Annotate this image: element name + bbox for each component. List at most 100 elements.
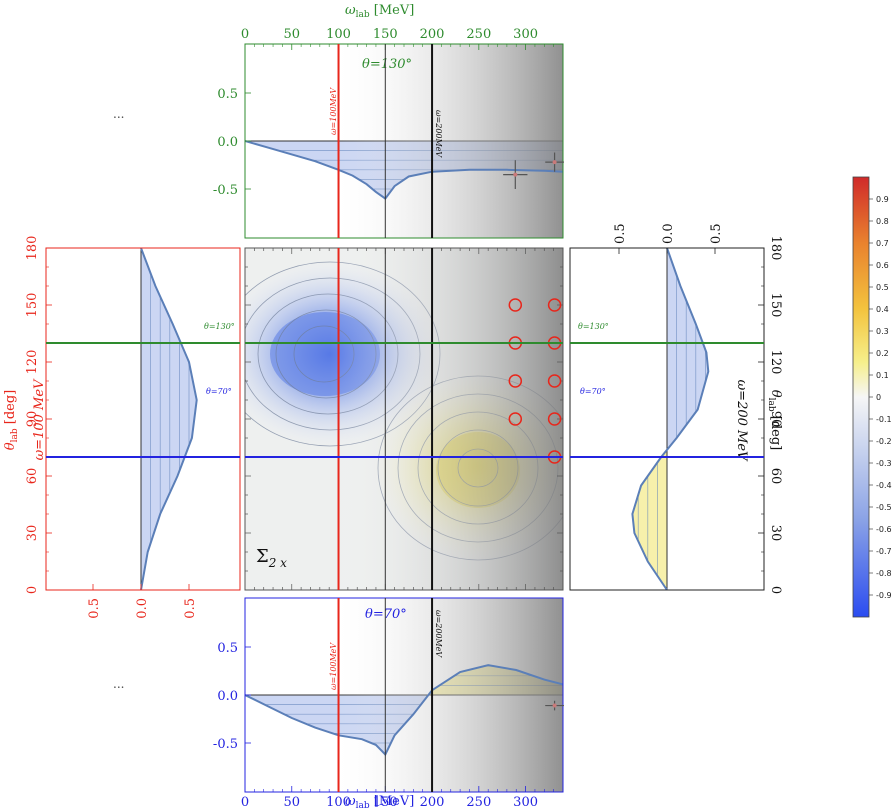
ellipsis-top: ... xyxy=(113,107,124,121)
right-theta70-label: θ=70° xyxy=(580,387,606,396)
bottom-axes: 0 50 100 150 200 250 300 0.5 0.0 -0.5 xyxy=(213,641,564,809)
data-marker-circle xyxy=(508,298,523,312)
left-ytick-label: 180 xyxy=(25,236,40,261)
left-yaxis-title: θlab [deg] xyxy=(3,390,20,450)
top-xtick-label: 250 xyxy=(466,27,491,42)
colorbar-tick-label: 0 xyxy=(876,393,881,402)
left-ytick-label: 150 xyxy=(25,293,40,318)
top-shading xyxy=(330,44,563,238)
bottom-curve xyxy=(245,664,563,757)
top-xtick-label: 150 xyxy=(373,27,398,42)
right-xtick-label: 0.0 xyxy=(661,223,676,244)
right-hatch-lines xyxy=(637,248,706,590)
cut-lines xyxy=(46,44,764,792)
top-ytick-label: 0.0 xyxy=(217,135,238,150)
high-energy-shading xyxy=(330,248,563,590)
right-ytick-label: 120 xyxy=(768,350,783,375)
right-curve-fill-positive xyxy=(632,449,667,590)
colorbar-tick-label: 0.5 xyxy=(876,283,889,292)
left-ytick-label: 0 xyxy=(25,586,40,594)
top-data-point xyxy=(513,172,518,177)
left-hatch-lines xyxy=(140,248,190,590)
left-theta70-label: θ=70° xyxy=(206,387,232,396)
panel-right-omega200: 0 30 60 90 120 150 180 0.5 0.0 0.5 ω=200 MeV θlab… xyxy=(569,223,783,594)
bottom-xtick-label: 200 xyxy=(420,795,445,809)
top-theta-label: θ=130° xyxy=(362,57,412,72)
bottom-data-point xyxy=(552,703,557,708)
left-curve xyxy=(140,247,198,591)
data-marker-circle xyxy=(508,374,523,388)
colorbar-tick-label: -0.4 xyxy=(876,481,892,490)
bottom-ytick-label: 0.5 xyxy=(217,641,238,656)
bottom-xtick-label: 0 xyxy=(241,795,249,809)
colorbar-tick-label: 0.8 xyxy=(876,217,889,226)
data-marker-circle xyxy=(547,412,562,426)
top-omega200-label: ω=200MeV xyxy=(434,110,443,158)
colorbar-tick-label: 0.2 xyxy=(876,349,889,358)
colorbar-tick-label: -0.9 xyxy=(876,591,892,600)
right-axes: 0 30 60 90 120 150 180 0.5 0.0 0.5 xyxy=(613,223,783,594)
right-ytick-label: 30 xyxy=(768,525,783,542)
top-xtick-label: 0 xyxy=(241,27,249,42)
right-ytick-label: 150 xyxy=(768,293,783,318)
right-yaxis-title: θlab [deg] xyxy=(766,390,783,450)
left-curve-fill xyxy=(141,248,197,590)
right-ytick-label: 0 xyxy=(768,586,783,594)
bottom-omega200-label: ω=200MeV xyxy=(434,610,443,658)
colorbar-tick-label: 0.4 xyxy=(876,305,889,314)
colorbar-tick-label: 0.1 xyxy=(876,371,889,380)
sigma-label: Σ2 x xyxy=(256,546,287,570)
colorbar-tick-label: -0.3 xyxy=(876,459,892,468)
right-curve xyxy=(631,247,710,591)
colorbar-tick-label: -0.2 xyxy=(876,437,892,446)
colorbar-tick-label: -0.1 xyxy=(876,415,892,424)
colorbar-tick-label: -0.5 xyxy=(876,503,892,512)
top-axes: 0 50 100 150 200 250 300 0.5 0.0 -0.5 xyxy=(213,27,564,198)
left-ytick-label: 60 xyxy=(25,468,40,485)
top-xtick-label: 50 xyxy=(283,27,300,42)
left-omega-label: ω=100 MeV xyxy=(32,378,47,460)
top-omega100-label: ω=100MeV xyxy=(329,87,338,135)
top-ytick-label: 0.5 xyxy=(217,87,238,102)
bottom-omega100-label: ω=100MeV xyxy=(329,642,338,690)
bottom-xtick-label: 300 xyxy=(513,795,538,809)
colorbar-tick-label: 0.3 xyxy=(876,327,889,336)
colorbar-tick-label: -0.6 xyxy=(876,525,892,534)
right-omega-label: ω=200 MeV xyxy=(734,380,749,462)
bottom-theta-label: θ=70° xyxy=(365,607,407,622)
colorbar-tick-label: -0.7 xyxy=(876,547,892,556)
top-data-point xyxy=(552,160,557,165)
bottom-ytick-label: -0.5 xyxy=(213,737,238,752)
right-xtick-label: 0.5 xyxy=(613,223,628,244)
left-theta130-label: θ=130° xyxy=(204,322,235,331)
panel-bottom-theta70: 0 50 100 150 200 250 300 0.5 0.0 -0.5 θ=70° ωlab … xyxy=(213,597,564,809)
left-axes: 0 30 60 90 120 150 180 0.5 0.0 0.5 xyxy=(25,236,198,619)
left-ytick-label: 30 xyxy=(25,525,40,542)
bottom-xaxis-title: ωlab [MeV] xyxy=(345,794,414,809)
colorbar-strip xyxy=(852,176,870,618)
right-ytick-label: 60 xyxy=(768,468,783,485)
main-heatmap: Σ2 x xyxy=(244,247,564,591)
right-ytick-label: 90 xyxy=(768,411,783,428)
colorbar-tick-label: 0.6 xyxy=(876,261,889,270)
right-xtick-label: 0.5 xyxy=(709,223,724,244)
panel-left-omega100: 0 30 60 90 120 150 180 0.5 0.0 0.5 ω=100 MeV θlab… xyxy=(3,236,241,619)
data-marker-circle xyxy=(508,412,523,426)
colorbar-tick-label: -0.8 xyxy=(876,569,892,578)
left-ytick-label: 90 xyxy=(25,411,40,428)
top-xtick-label: 300 xyxy=(513,27,538,42)
top-curve xyxy=(245,140,563,200)
right-curve-fill-negative xyxy=(667,248,709,450)
left-xtick-label: 0.5 xyxy=(183,598,198,619)
panel-top-theta130: 0 50 100 150 200 250 300 0.5 0.0 -0.5 θ=130° ωlab… xyxy=(213,3,564,239)
left-xtick-label: 0.5 xyxy=(87,598,102,619)
bottom-xtick-label: 100 xyxy=(326,795,351,809)
top-xaxis-title: ωlab [MeV] xyxy=(345,3,414,20)
colorbar-tick-label: 0.9 xyxy=(876,195,889,204)
right-ytick-label: 180 xyxy=(768,236,783,261)
colorbar: 0.9 0.8 0.7 0.6 0.5 0.4 0.3 0.2 0.1 0 -0.1 -0.2 -0.3… xyxy=(852,176,892,618)
bottom-xtick-label: 50 xyxy=(283,795,300,809)
left-xtick-label: 0.0 xyxy=(135,598,150,619)
left-ytick-label: 120 xyxy=(25,350,40,375)
